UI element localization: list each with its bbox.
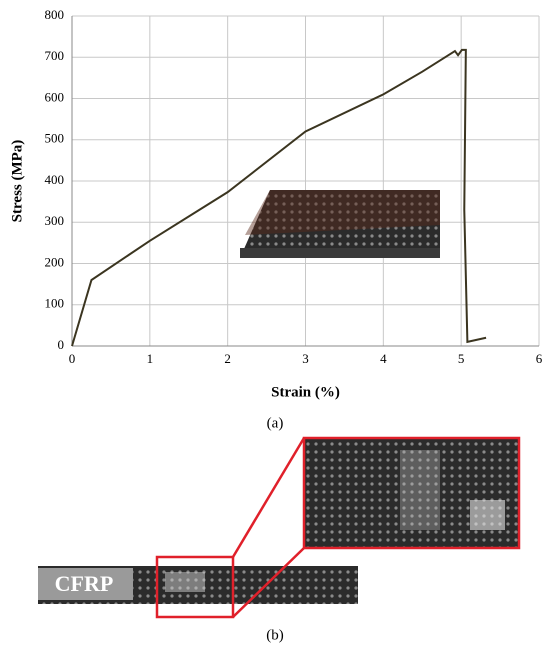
x-tick-label: 1 xyxy=(147,351,154,366)
y-tick-label: 700 xyxy=(45,48,65,63)
y-tick-label: 500 xyxy=(45,131,65,146)
x-tick-label: 3 xyxy=(302,351,309,366)
x-tick-label: 2 xyxy=(224,351,231,366)
y-tick-label: 100 xyxy=(45,296,65,311)
x-axis-label: Strain (%) xyxy=(271,384,340,400)
y-tick-label: 800 xyxy=(45,7,65,22)
x-tick-label: 4 xyxy=(380,351,387,366)
caption-b: (b) xyxy=(266,627,284,643)
specimen-photo: CFRP xyxy=(38,436,521,619)
y-axis-label: Stress (MPa) xyxy=(9,140,25,223)
y-tick-label: 300 xyxy=(45,213,65,228)
photo-label: CFRP xyxy=(55,571,114,596)
caption-a: (a) xyxy=(267,415,284,431)
stress-strain-line xyxy=(71,48,487,347)
x-tick-label: 0 xyxy=(69,351,76,366)
inset-photo xyxy=(240,190,440,258)
y-tick-label: 0 xyxy=(58,337,65,352)
x-tick-label: 6 xyxy=(536,351,543,366)
y-tick-label: 400 xyxy=(45,172,65,187)
y-tick-label: 600 xyxy=(45,89,65,104)
chart: 0 100 200 300 400 500 600 700 800 0 1 2 3 4 5 6 Strain (… xyxy=(9,7,542,400)
y-tick-label: 200 xyxy=(45,254,65,269)
x-tick-label: 5 xyxy=(458,351,465,366)
